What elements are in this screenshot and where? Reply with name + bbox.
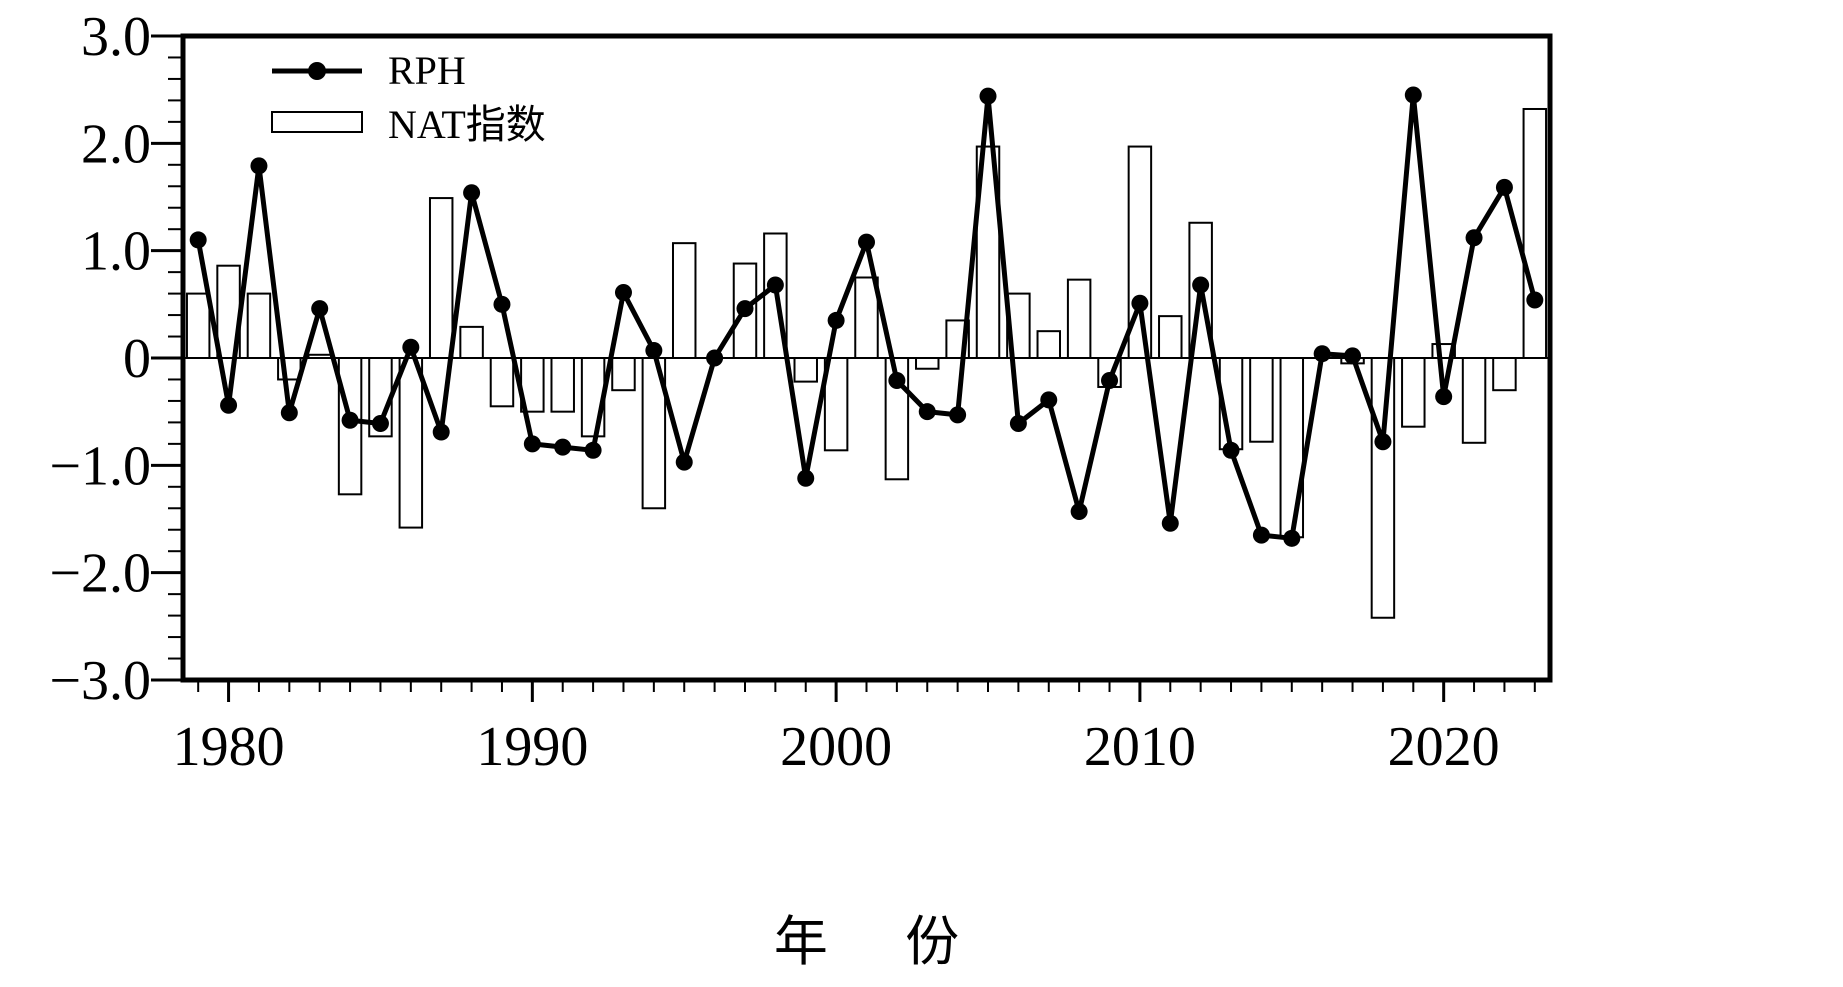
rph-point-2005 (979, 87, 997, 105)
nat-bar-2021 (1461, 357, 1487, 444)
legend: RPH NAT指数 (271, 48, 546, 147)
y-tick-label: −3.0 (49, 650, 151, 712)
nat-bar-1993 (611, 357, 636, 392)
rph-point-2009 (1101, 372, 1119, 390)
rph-point-2006 (1009, 414, 1027, 432)
x-axis-title: 年 份 (774, 910, 989, 973)
rph-series (189, 86, 1544, 547)
x-tick-label: 1990 (476, 716, 588, 778)
rph-point-2007 (1040, 391, 1058, 409)
nat-bars (185, 107, 1548, 619)
rph-point-1999 (797, 469, 815, 487)
rph-point-2014 (1252, 526, 1270, 544)
rph-point-2023 (1526, 291, 1544, 309)
rph-point-1996 (706, 349, 724, 367)
nat-bar-1986 (398, 357, 424, 529)
y-tick-label: 1.0 (81, 221, 151, 283)
rph-point-2016 (1313, 345, 1331, 363)
x-tick-label: 2000 (780, 716, 892, 778)
nat-bar-2015 (1279, 357, 1305, 539)
x-axis: 1980 1990 2000 2010 2020 (173, 680, 1536, 778)
rph-point-2011 (1161, 514, 1179, 532)
rph-point-1994 (645, 341, 663, 359)
rph-point-1982 (280, 404, 298, 422)
y-tick-label: 2.0 (81, 113, 151, 175)
rph-point-2001 (858, 233, 875, 251)
nat-bar-1979 (185, 292, 211, 360)
y-tick-label: −2.0 (49, 543, 151, 605)
nat-bar-2007 (1036, 330, 1062, 359)
y-axis: 3.0 2.0 1.0 0 −1.0 −2.0 −3.0 (49, 6, 183, 712)
nat-bar-1991 (550, 357, 575, 413)
y-tick-label: 3.0 (81, 6, 151, 68)
x-tick-label: 1980 (173, 716, 285, 778)
rph-point-2017 (1344, 347, 1362, 365)
y-tick-label: −1.0 (49, 435, 151, 497)
legend-rph-marker (308, 62, 326, 80)
rph-point-2002 (888, 372, 906, 390)
rph-point-1991 (554, 438, 572, 456)
nat-bar-1989 (489, 357, 515, 408)
rph-point-1995 (675, 453, 693, 471)
rph-point-2010 (1131, 294, 1149, 312)
rph-point-1998 (766, 276, 784, 294)
rph-point-2004 (949, 406, 967, 424)
rph-point-1989 (493, 295, 511, 313)
rph-point-2019 (1404, 86, 1422, 104)
nat-bar-2019 (1401, 357, 1426, 428)
rph-point-1987 (432, 423, 450, 441)
rph-point-2000 (827, 311, 845, 329)
rph-point-2021 (1465, 229, 1483, 247)
nat-bar-2022 (1492, 357, 1517, 392)
rph-point-1988 (463, 184, 481, 202)
legend-rph-label: RPH (388, 48, 466, 93)
nat-bar-2011 (1158, 315, 1183, 360)
nat-bar-1988 (459, 325, 484, 359)
nat-bar-1995 (671, 242, 697, 359)
x-tick-label: 2020 (1388, 716, 1500, 778)
y-tick-label: 0 (123, 328, 151, 390)
rph-point-2003 (918, 403, 936, 421)
nat-bar-2018 (1370, 357, 1396, 619)
rph-point-2008 (1070, 502, 1088, 520)
rph-point-1980 (220, 396, 238, 414)
legend-nat-swatch (271, 111, 363, 133)
rph-point-2018 (1374, 433, 1392, 451)
nat-bar-1981 (246, 292, 272, 360)
rph-point-2015 (1283, 529, 1301, 547)
x-tick-label: 2010 (1084, 716, 1196, 778)
rph-point-1993 (614, 284, 632, 302)
rph-point-1992 (584, 441, 602, 459)
rph-point-2022 (1495, 178, 1513, 196)
rph-point-1985 (371, 414, 389, 432)
rph-point-1979 (189, 231, 207, 249)
nat-bar-2008 (1066, 278, 1092, 359)
nat-bar-1999 (793, 357, 818, 383)
rph-point-2012 (1192, 276, 1210, 294)
rph-point-1981 (250, 157, 268, 175)
nat-bar-1987 (428, 197, 454, 359)
nat-bar-2003 (915, 357, 940, 370)
rph-point-1984 (341, 411, 359, 429)
nat-bar-2023 (1522, 107, 1548, 359)
rph-point-2020 (1435, 388, 1453, 406)
rph-point-1986 (402, 338, 420, 356)
rph-point-1983 (311, 300, 329, 318)
rph-point-2013 (1222, 441, 1240, 459)
rph-point-1990 (523, 435, 541, 453)
rph-point-1997 (736, 300, 754, 318)
legend-nat-label: NAT指数 (388, 102, 546, 147)
nat-bar-2014 (1249, 357, 1274, 443)
